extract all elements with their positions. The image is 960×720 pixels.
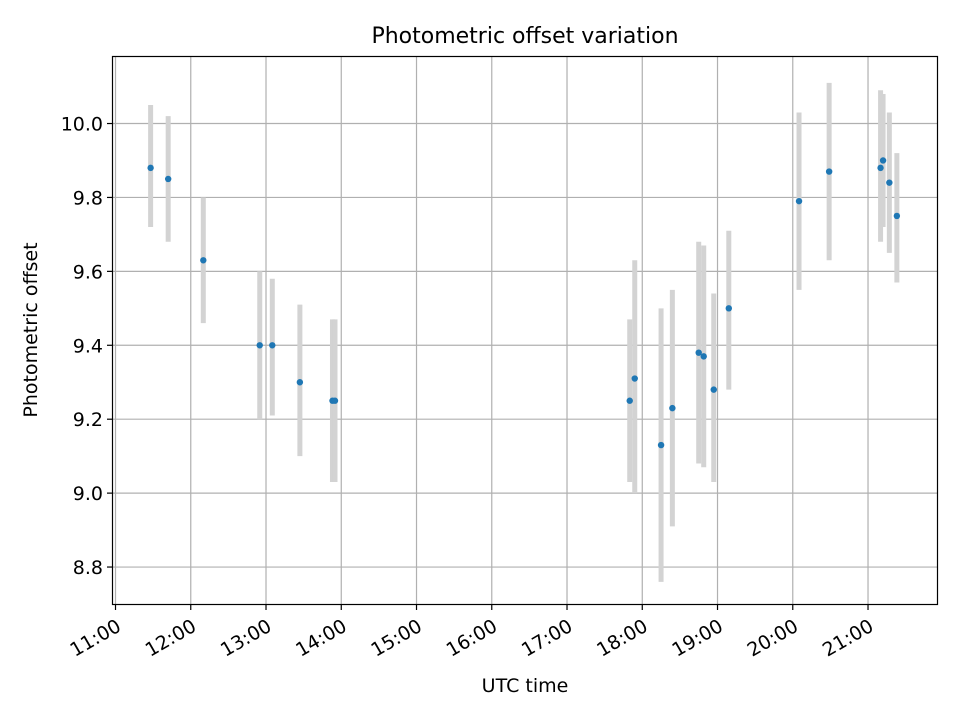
data-point [331,397,339,404]
data-point [877,164,884,172]
data-point [147,164,154,172]
data-point [200,257,207,264]
plot-frame [111,55,939,606]
data-point [700,353,707,360]
data-point [725,305,733,312]
chart-title: Photometric offset variation [371,24,678,49]
data-point [164,175,172,183]
data-point [710,386,717,393]
data-point [695,349,702,356]
data-point [631,375,638,382]
y-tick-label: 10.0 [61,114,103,136]
data-point [795,197,803,205]
data-point [893,212,901,220]
y-axis: 8.8 9.0 9.2 9.4 9.6 9.8 10.0 [61,114,113,579]
y-tick-label: 9.6 [73,261,103,283]
grid-layer [113,57,937,604]
y-tick-label: 9.4 [73,335,103,357]
data-point [669,404,676,412]
y-tick-label: 8.8 [73,557,103,579]
y-axis-label: Photometric offset [20,242,42,417]
data-point [256,342,263,349]
data-point [657,441,665,449]
data-points [147,157,901,449]
data-point [626,397,633,404]
x-axis-label: UTC time [482,675,569,697]
y-tick-label: 9.2 [73,409,103,431]
data-point [886,179,893,186]
data-point [825,168,833,175]
y-tick-label: 9.0 [73,483,103,505]
y-tick-label: 9.8 [73,187,103,209]
data-point [269,342,276,349]
data-point [296,379,304,386]
data-point [879,157,887,164]
